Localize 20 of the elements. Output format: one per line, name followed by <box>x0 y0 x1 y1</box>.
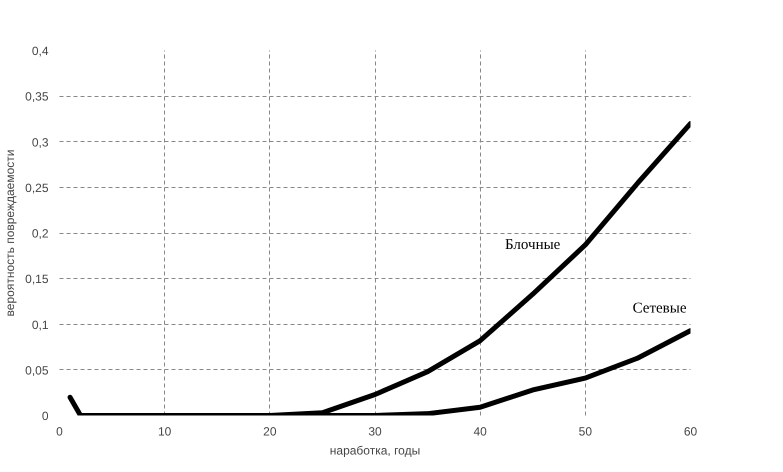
x-tick-label: 20 <box>263 424 277 438</box>
x-tick-label: 50 <box>578 424 592 438</box>
series-label: Блочные <box>505 236 561 253</box>
y-tick-label: 0,3 <box>32 135 49 150</box>
y-tick-label: 0,35 <box>25 90 49 104</box>
x-tick-label: 30 <box>368 424 382 438</box>
y-tick-label: 0,05 <box>25 363 49 378</box>
y-tick-label: 0 <box>42 409 49 423</box>
y-tick-label: 0,1 <box>32 318 49 332</box>
y-tick-label: 0,4 <box>32 44 49 58</box>
x-tick-label: 0 <box>56 424 64 438</box>
y-axis-title: вероятность повреждаемости <box>3 150 18 316</box>
x-tick-label: 60 <box>684 424 698 438</box>
x-axis-title: наработка, годы <box>330 444 420 458</box>
series-label: Сетевые <box>632 300 687 317</box>
y-tick-label: 0,2 <box>32 226 49 240</box>
y-tick-label: 0,25 <box>25 180 49 195</box>
y-tick-label: 0,15 <box>25 272 49 286</box>
x-tick-label: 10 <box>158 424 172 438</box>
x-tick-label: 40 <box>473 424 488 438</box>
